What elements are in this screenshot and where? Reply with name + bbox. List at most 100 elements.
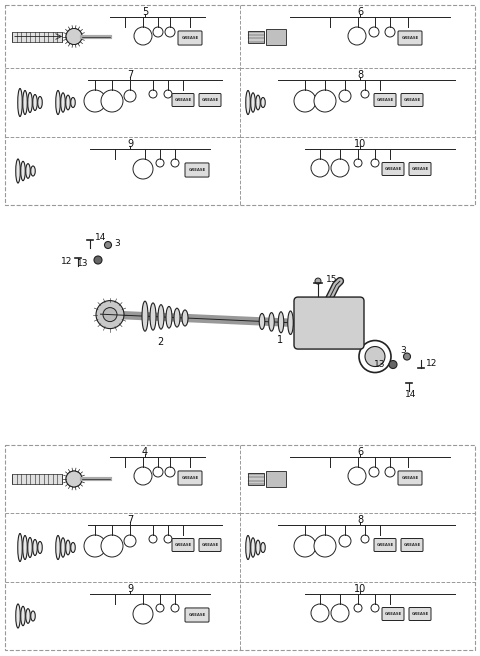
FancyBboxPatch shape [172,94,194,106]
Ellipse shape [256,540,260,555]
Circle shape [385,467,395,477]
Text: GREASE: GREASE [403,98,420,102]
Ellipse shape [18,533,22,562]
Text: GREASE: GREASE [181,476,199,480]
FancyBboxPatch shape [401,539,423,552]
Text: GREASE: GREASE [401,36,419,40]
Ellipse shape [16,159,20,183]
Text: GREASE: GREASE [174,543,192,547]
Text: GREASE: GREASE [411,167,429,171]
Circle shape [164,90,172,98]
Text: GREASE: GREASE [188,613,205,617]
Text: GREASE: GREASE [174,98,192,102]
Text: 13: 13 [373,360,385,369]
Circle shape [96,300,124,329]
Bar [12,474,62,484]
Circle shape [165,27,175,37]
Bar [248,473,264,485]
Circle shape [294,535,316,557]
Text: 3: 3 [114,239,120,247]
Circle shape [314,90,336,112]
FancyBboxPatch shape [398,471,422,485]
Text: 7: 7 [127,515,133,525]
Ellipse shape [28,537,32,558]
Text: 5: 5 [142,7,148,17]
Circle shape [404,353,410,360]
Ellipse shape [261,543,265,552]
Circle shape [164,535,172,543]
Circle shape [153,467,163,477]
Circle shape [103,308,117,321]
Circle shape [331,604,349,622]
Text: GREASE: GREASE [188,168,205,172]
Ellipse shape [33,539,37,556]
Text: 9: 9 [127,139,133,149]
Ellipse shape [61,93,65,112]
Text: GREASE: GREASE [403,543,420,547]
Ellipse shape [246,91,250,115]
Ellipse shape [278,312,284,333]
Text: 13: 13 [76,258,88,268]
Ellipse shape [251,538,255,557]
FancyBboxPatch shape [294,297,364,349]
Circle shape [339,535,351,547]
Ellipse shape [16,604,20,628]
Circle shape [314,535,336,557]
Ellipse shape [269,313,274,331]
Ellipse shape [31,611,35,621]
Ellipse shape [174,308,180,327]
Ellipse shape [71,543,75,552]
Ellipse shape [23,535,27,560]
Text: GREASE: GREASE [202,543,218,547]
Ellipse shape [21,606,25,626]
Text: 15: 15 [326,275,337,283]
Ellipse shape [18,89,22,117]
Circle shape [124,535,136,547]
Ellipse shape [259,314,265,329]
Circle shape [124,90,136,102]
FancyBboxPatch shape [374,539,396,552]
Text: 14: 14 [405,390,417,399]
Bar [5,445,475,650]
Ellipse shape [38,96,42,108]
FancyBboxPatch shape [374,94,396,106]
Circle shape [311,159,329,177]
Ellipse shape [66,540,70,555]
Text: GREASE: GREASE [384,167,402,171]
Circle shape [94,256,102,264]
Text: 12: 12 [426,359,437,368]
Ellipse shape [261,98,265,108]
Ellipse shape [61,538,65,557]
Ellipse shape [38,541,42,554]
Ellipse shape [256,95,260,110]
Text: 9: 9 [127,584,133,594]
Text: 3: 3 [400,346,406,355]
Ellipse shape [21,161,25,180]
Text: 8: 8 [357,515,363,525]
Circle shape [171,159,179,167]
Ellipse shape [251,93,255,112]
Ellipse shape [150,303,156,330]
Text: 6: 6 [357,7,363,17]
Ellipse shape [23,91,27,115]
Text: 14: 14 [95,232,107,241]
Circle shape [369,467,379,477]
Circle shape [133,604,153,624]
Bar [266,471,286,487]
Circle shape [361,90,369,98]
Text: 4: 4 [142,447,148,457]
Ellipse shape [246,535,250,560]
Ellipse shape [26,609,30,623]
Text: 1: 1 [277,335,283,345]
Text: GREASE: GREASE [376,98,394,102]
Circle shape [101,535,123,557]
Text: 12: 12 [60,258,72,266]
Text: GREASE: GREASE [411,612,429,616]
Text: 10: 10 [354,584,366,594]
Circle shape [361,535,369,543]
Circle shape [66,28,82,45]
Bar [5,5,475,205]
Ellipse shape [56,91,60,115]
Circle shape [354,604,362,612]
Bar [248,30,264,43]
